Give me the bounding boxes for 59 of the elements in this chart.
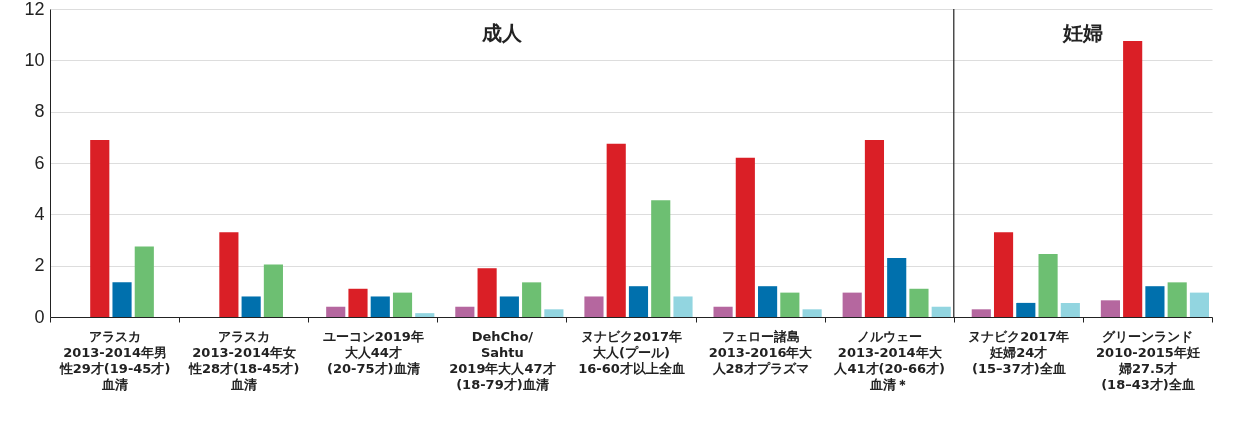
bar [477, 268, 497, 317]
y-tick-label: 12 [24, 0, 45, 19]
bar [1100, 300, 1120, 317]
bar [455, 306, 475, 317]
x-tick-label: DehCho/ Sahtu 2019年大人47才(18-79才)血清 [449, 328, 556, 392]
bar [1016, 302, 1036, 317]
bar [887, 257, 907, 317]
bar [392, 292, 413, 317]
bar [802, 309, 822, 317]
bar [864, 139, 885, 317]
bar [673, 296, 693, 317]
bar [780, 292, 800, 317]
bar [971, 309, 991, 317]
annotation: 妊婦 [1061, 21, 1103, 45]
bar [544, 309, 564, 317]
bar [931, 306, 951, 317]
bar [219, 232, 239, 317]
bar [241, 296, 261, 317]
bar [112, 282, 132, 317]
bar [90, 139, 110, 317]
bar [263, 264, 283, 317]
bar [735, 157, 755, 317]
x-tick-label: ヌナビク2017年大人(プール)16-60才以上全血 [578, 328, 685, 376]
bar [842, 292, 862, 317]
y-tick-label: 8 [34, 101, 45, 122]
y-tick-label: 0 [34, 306, 45, 327]
bar [1145, 286, 1165, 317]
bar [1123, 41, 1143, 317]
annotation: 成人 [480, 21, 523, 45]
x-tick-label: フェロー諸島2013-2016年大人28才プラズマ [708, 328, 814, 376]
bar [499, 296, 519, 317]
bar [522, 282, 542, 317]
x-tick-label: アラスカ2013-2014年女性28才(18-45才)血清 [187, 328, 300, 392]
bar [993, 232, 1014, 317]
bar [606, 143, 626, 317]
y-tick-label: 4 [34, 203, 45, 224]
bar [1060, 302, 1080, 317]
x-tick-label: ユーコン2019年大人44才(20-75才)血清 [322, 328, 424, 376]
bar [1189, 292, 1210, 317]
bar [651, 200, 671, 317]
x-tick-label: アラスカ2013-2014年男性29才(19-45才)血清 [58, 328, 171, 392]
bar [348, 288, 368, 317]
y-tick-label: 6 [34, 152, 45, 173]
bar [713, 306, 733, 317]
bar [326, 306, 346, 317]
bar [909, 288, 929, 317]
bar [1038, 254, 1058, 317]
bar [415, 313, 435, 317]
x-tick-label: グリーンランド2010-2015年妊婦27.5才(18–43才)全血 [1096, 328, 1200, 392]
bar [134, 246, 154, 317]
y-tick-label: 10 [24, 49, 45, 70]
x-tick-label: ノルウェー2013-2014年大人41才(20-66才)血清＊ [833, 328, 945, 392]
x-tick-label: ヌナビク2017年妊婦24才(15–37才)全血 [968, 328, 1070, 376]
y-tick-label: 2 [34, 255, 45, 276]
bar [628, 286, 649, 317]
bar [1167, 282, 1187, 317]
bar [584, 296, 604, 317]
bar [758, 286, 778, 317]
bar [370, 296, 390, 317]
